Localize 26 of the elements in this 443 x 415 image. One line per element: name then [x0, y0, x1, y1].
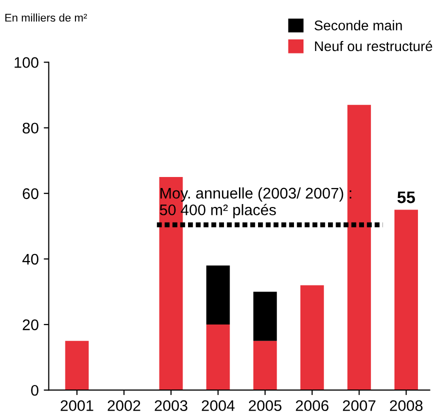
bar	[206, 266, 230, 325]
bar	[394, 210, 418, 390]
x-tick-label: 2003	[154, 400, 188, 412]
legend-label: Neuf ou restructuré	[315, 40, 432, 52]
bar	[300, 285, 324, 390]
bar	[347, 104, 371, 390]
bar	[65, 340, 89, 390]
y-tick-label: 100	[14, 57, 38, 68]
x-tick-label: 2006	[296, 400, 328, 412]
x-tick-label: 2008	[390, 400, 423, 412]
x-tick-label: 2002	[108, 400, 140, 412]
data-label: 55	[397, 192, 415, 204]
y-axis-title: En milliers de m²	[5, 13, 87, 22]
bar	[206, 324, 230, 390]
y-tick-label: 40	[22, 254, 38, 265]
x-tick-label: 2001	[60, 400, 94, 412]
bar	[253, 292, 277, 341]
x-tick-label: 2007	[342, 400, 376, 412]
bar	[253, 340, 277, 390]
legend-label: Seconde main	[314, 20, 402, 30]
y-tick-label: 60	[22, 188, 38, 200]
x-tick-label: 2004	[202, 400, 235, 412]
y-tick-label: 0	[31, 384, 38, 396]
y-tick-label: 80	[22, 122, 38, 134]
y-tick-label: 20	[22, 319, 38, 330]
x-tick-label: 2005	[248, 400, 282, 412]
